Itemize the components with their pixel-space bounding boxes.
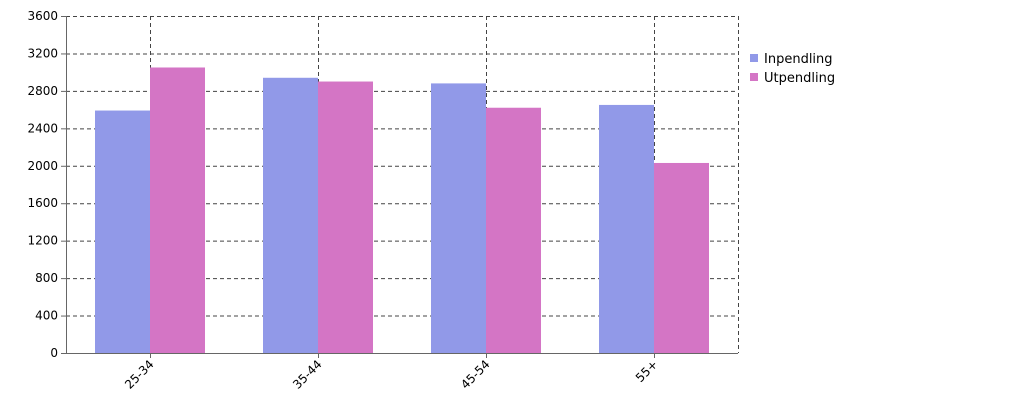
axes [66, 16, 738, 354]
legend-label-inpendling: Inpendling [764, 52, 833, 67]
bar-inpendling-35-44 [263, 77, 318, 354]
y-tick-label: 2000 [27, 159, 58, 173]
legend-swatch-utpendling [750, 73, 758, 81]
bar-inpendling-25-34 [95, 110, 150, 353]
y-tick-label: 2800 [27, 84, 58, 98]
x-tick-label: 25-34 [122, 357, 157, 392]
y-tick-label: 2400 [27, 121, 58, 135]
legend-swatch-inpendling [750, 54, 758, 62]
bar-utpendling-25-34 [150, 67, 205, 353]
legend-label-utpendling: Utpendling [764, 71, 835, 86]
x-tick-label: 55+ [633, 357, 661, 385]
y-tick-label: 3200 [27, 46, 58, 60]
y-tick-label: 3600 [27, 9, 58, 23]
x-tick-label: 35-44 [290, 357, 325, 392]
x-tick-label: 45-54 [458, 357, 493, 392]
bar-inpendling-55+ [599, 104, 654, 353]
bars [95, 67, 709, 354]
bar-inpendling-45-54 [431, 83, 486, 354]
bar-utpendling-45-54 [486, 107, 541, 353]
y-tick-label: 400 [35, 309, 58, 323]
y-tick-label: 1600 [27, 196, 58, 210]
y-axis-ticks: 0 400 800 1200 1600 2000 2400 2800 3200 3600 [27, 9, 66, 360]
bar-utpendling-35-44 [318, 81, 373, 354]
y-tick-label: 0 [50, 346, 58, 360]
y-tick-label: 800 [35, 271, 58, 285]
y-tick-label: 1200 [27, 234, 58, 248]
bar-utpendling-55+ [654, 162, 709, 353]
legend: Inpendling Utpendling [750, 52, 835, 86]
x-axis-ticks: 25-34 35-44 45-54 55+ [122, 353, 661, 392]
